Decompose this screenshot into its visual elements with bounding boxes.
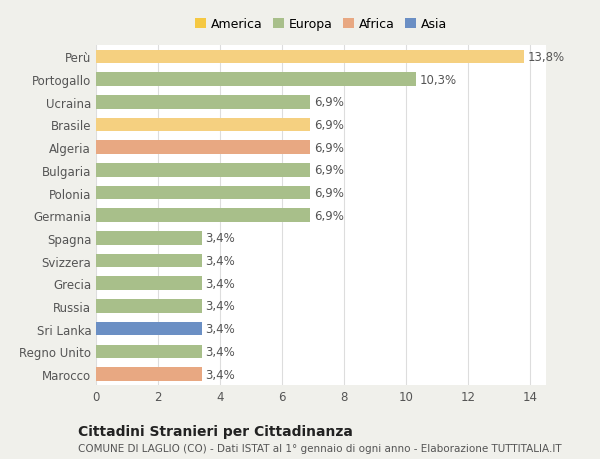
Text: 6,9%: 6,9% (314, 96, 344, 109)
Bar (96, 50, 524, 64)
Bar (96, 322, 202, 336)
Text: 6,9%: 6,9% (314, 209, 344, 222)
Text: 10,3%: 10,3% (419, 73, 457, 86)
Text: 3,4%: 3,4% (205, 255, 235, 268)
Text: 6,9%: 6,9% (314, 141, 344, 154)
Legend: America, Europa, Africa, Asia: America, Europa, Africa, Asia (194, 18, 448, 31)
Text: 6,9%: 6,9% (314, 164, 344, 177)
Text: 3,4%: 3,4% (205, 300, 235, 313)
Bar (96, 96, 310, 109)
Text: 6,9%: 6,9% (314, 187, 344, 200)
Text: 3,4%: 3,4% (205, 368, 235, 381)
Text: 3,4%: 3,4% (205, 323, 235, 336)
Text: 13,8%: 13,8% (528, 51, 565, 64)
Bar (96, 345, 202, 358)
Text: Cittadini Stranieri per Cittadinanza: Cittadini Stranieri per Cittadinanza (78, 425, 353, 438)
Text: 3,4%: 3,4% (205, 277, 235, 290)
Bar (96, 300, 202, 313)
Bar (96, 209, 310, 223)
Text: COMUNE DI LAGLIO (CO) - Dati ISTAT al 1° gennaio di ogni anno - Elaborazione TUT: COMUNE DI LAGLIO (CO) - Dati ISTAT al 1°… (78, 443, 562, 453)
Bar (96, 277, 202, 291)
Bar (96, 368, 202, 381)
Bar (96, 73, 416, 87)
Bar (96, 118, 310, 132)
Text: 3,4%: 3,4% (205, 232, 235, 245)
Bar (96, 164, 310, 177)
Bar (96, 254, 202, 268)
Bar (96, 232, 202, 245)
Text: 3,4%: 3,4% (205, 345, 235, 358)
Bar (96, 141, 310, 155)
Bar (96, 186, 310, 200)
Text: 6,9%: 6,9% (314, 119, 344, 132)
